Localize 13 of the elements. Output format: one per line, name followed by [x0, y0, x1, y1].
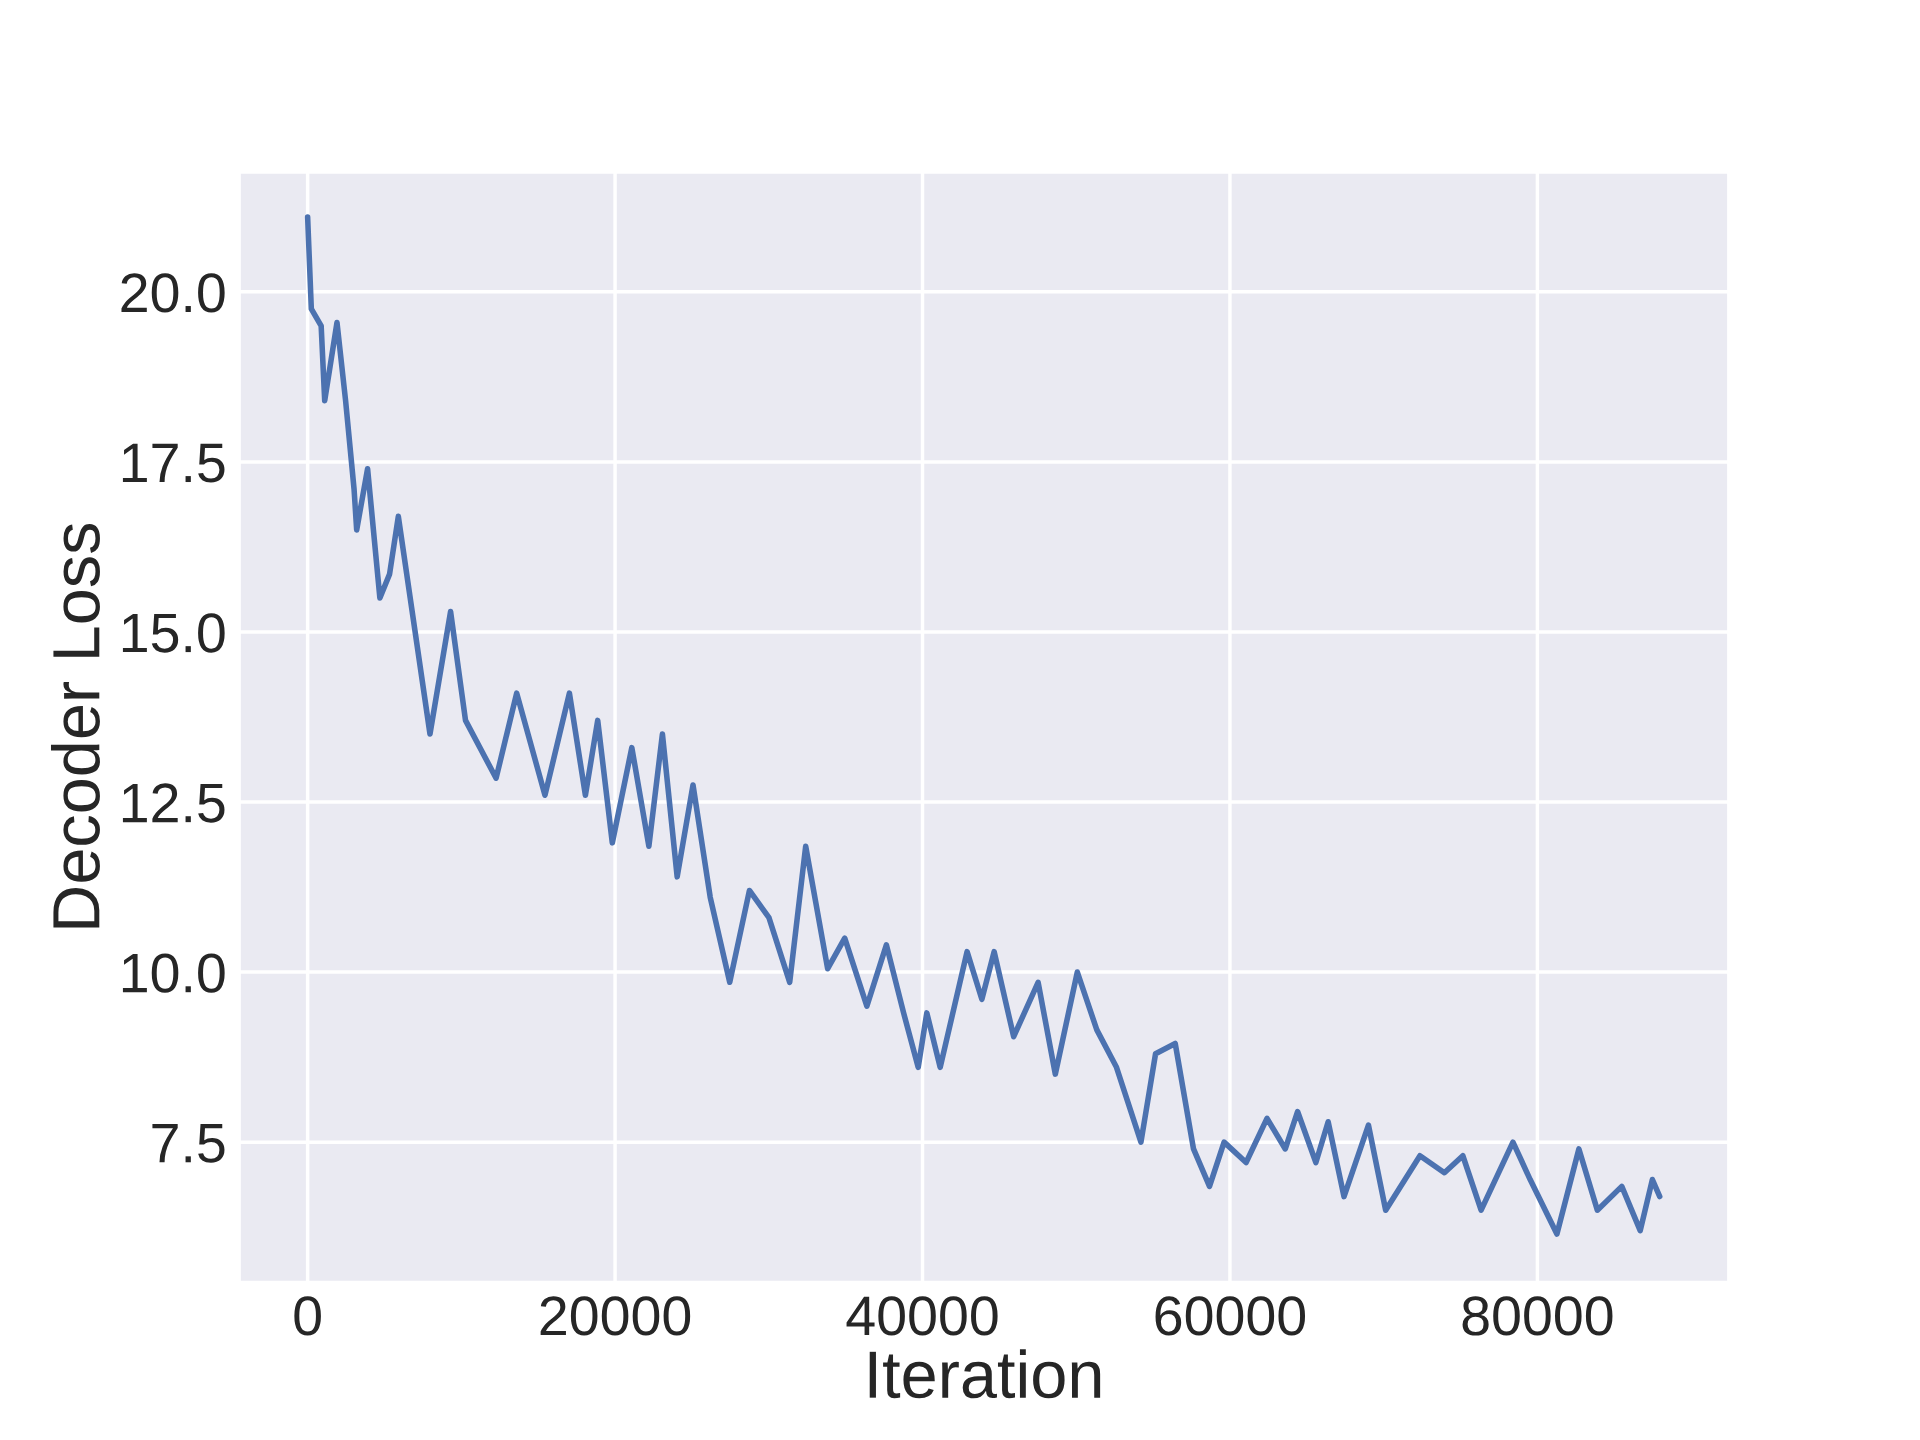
y-tick-label: 15.0: [122, 613, 225, 653]
y-tick-label: 12.5: [122, 783, 225, 823]
x-tick-label: 0: [294, 1296, 321, 1336]
y-tick-label: 20.0: [121, 273, 225, 313]
y-tick-label: 17.5: [122, 443, 225, 483]
x-tick-label: 40000: [846, 1296, 998, 1336]
x-tick-label: 60000: [1155, 1296, 1306, 1336]
x-tick-label: 80000: [1462, 1296, 1613, 1336]
y-tick-label: 10.0: [122, 953, 225, 993]
y-tick-label: 7.5: [152, 1124, 225, 1163]
x-tick-label: 20000: [540, 1296, 691, 1336]
y-axis-title: Decoder Loss: [50, 523, 100, 928]
x-axis-title: Iteration: [869, 1349, 1101, 1399]
